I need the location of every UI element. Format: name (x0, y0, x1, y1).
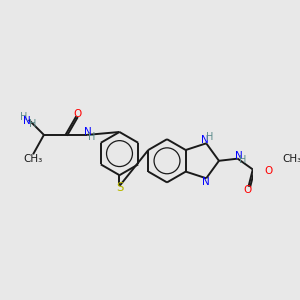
Text: H: H (239, 155, 246, 165)
Text: N: N (23, 116, 31, 126)
Text: CH₃: CH₃ (282, 154, 300, 164)
Text: CH₃: CH₃ (23, 154, 43, 164)
Text: N: N (235, 151, 243, 161)
Text: H: H (29, 118, 36, 129)
Text: H: H (88, 132, 95, 142)
Text: O: O (243, 185, 251, 195)
Text: N: N (202, 176, 210, 187)
Text: O: O (265, 166, 273, 176)
Text: O: O (73, 109, 82, 119)
Text: N: N (84, 127, 92, 137)
Text: H: H (20, 112, 28, 122)
Text: S: S (116, 181, 123, 194)
Text: H: H (206, 132, 214, 142)
Text: N: N (201, 135, 209, 145)
